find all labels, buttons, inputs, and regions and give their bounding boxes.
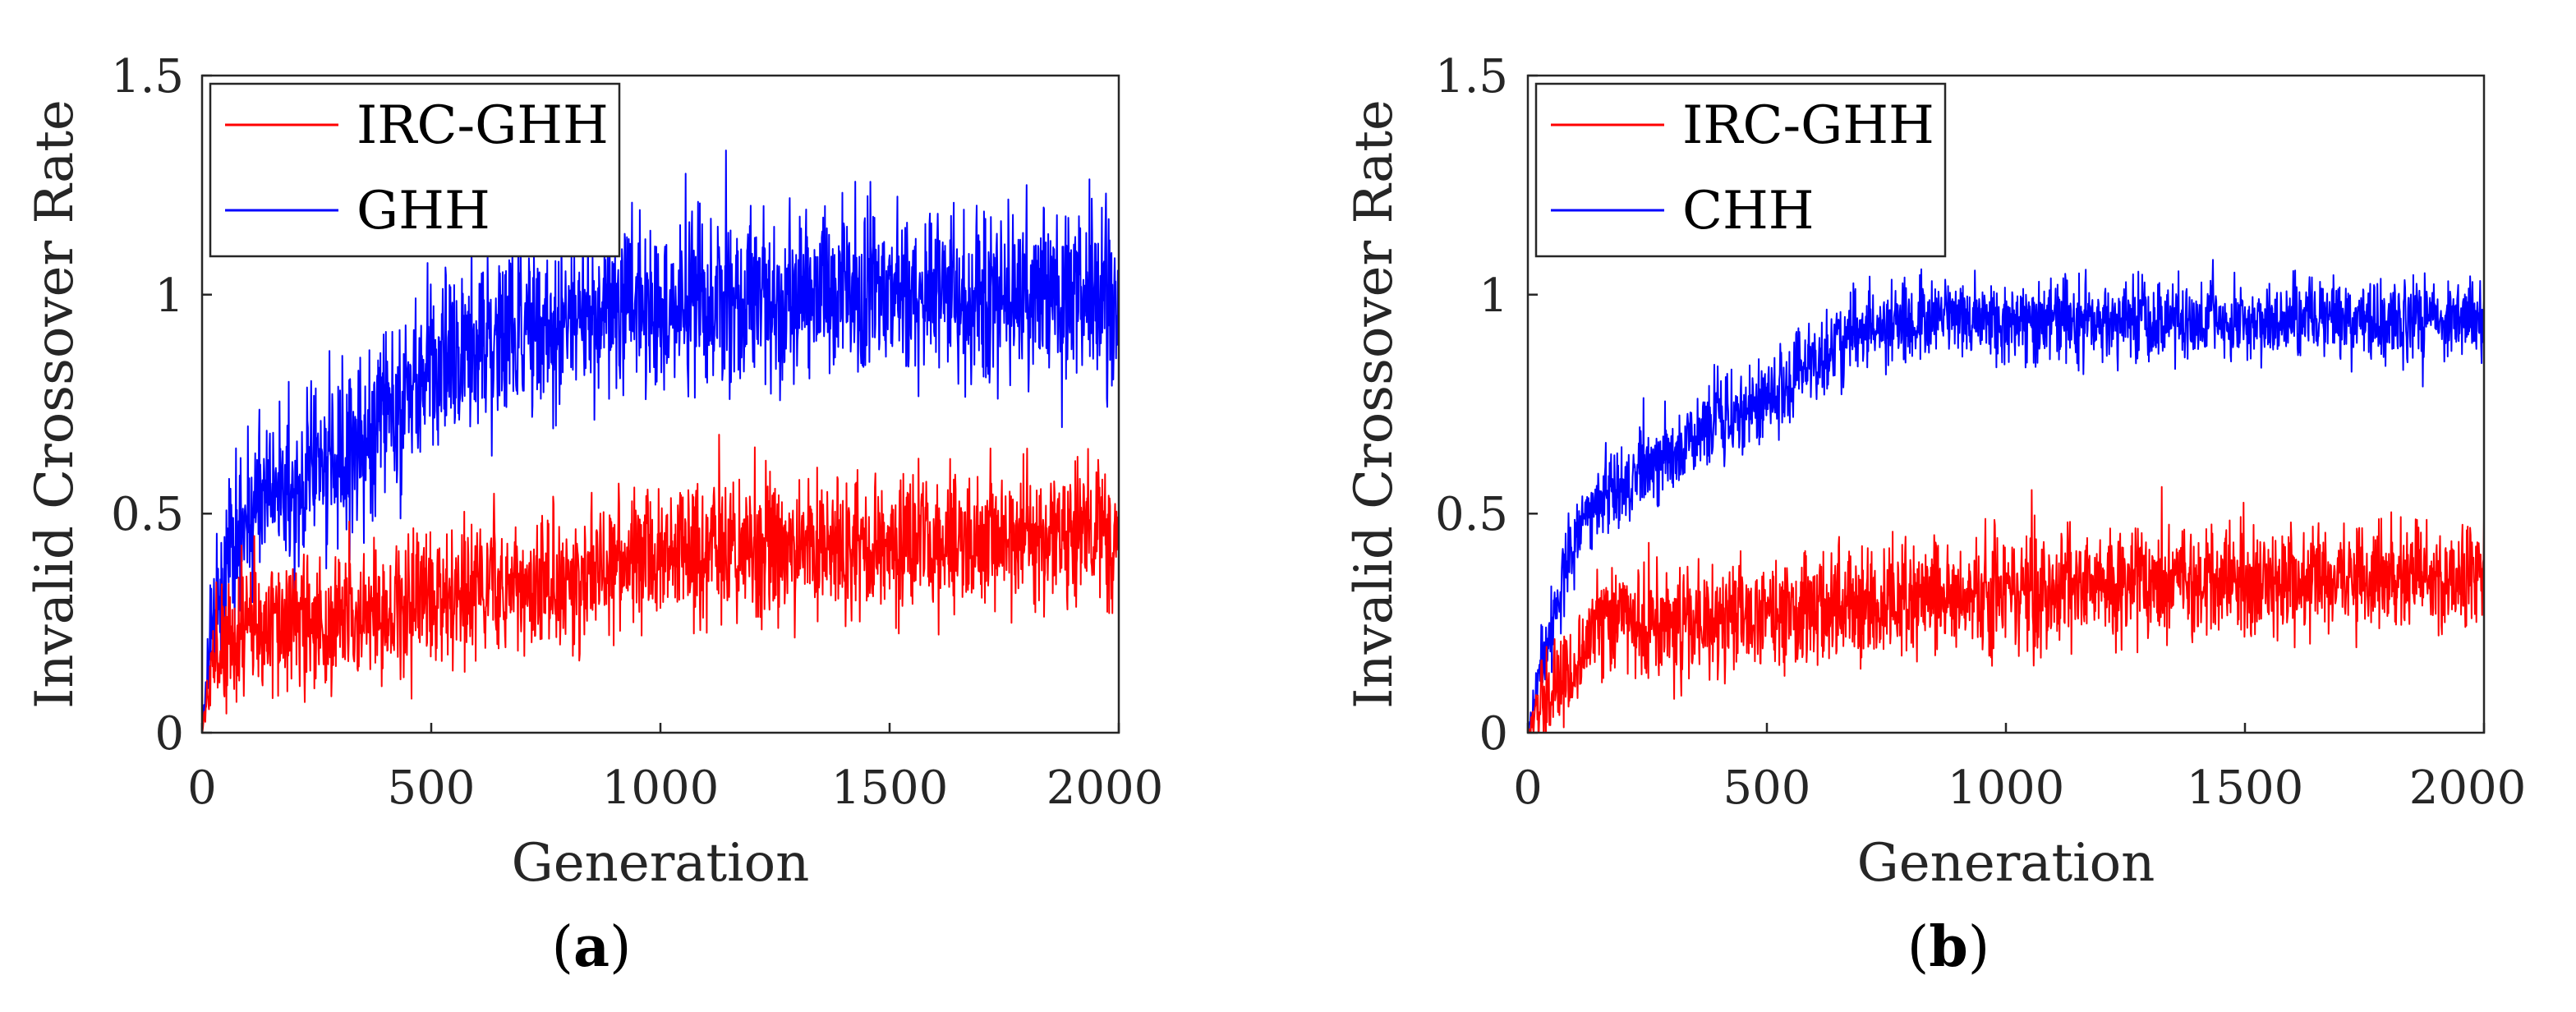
- series-line-irc-ghh-a: [201, 434, 1120, 734]
- x-tick-label: 2000: [2409, 761, 2527, 815]
- x-ticks-b: 0 500 1000 1500 2000: [1513, 723, 2526, 815]
- series-line-irc-ghh-b: [1527, 485, 2485, 734]
- x-tick-label: 1500: [2187, 761, 2304, 815]
- y-tick-label: 1.5: [1435, 50, 1508, 104]
- caption-a: (a): [551, 914, 631, 980]
- legend-label-irc-ghh: IRC-GHH: [1682, 95, 1934, 156]
- legend-label-ghh: GHH: [356, 181, 490, 242]
- legend-a: IRC-GHH GHH: [209, 82, 621, 258]
- y-tick-label: 1: [1479, 269, 1508, 323]
- series-group-b: [1527, 259, 2485, 734]
- chart-panel-b: 0 0.5 1 1.5 0 500 1000 1500 2000 Generat…: [1344, 50, 2526, 980]
- x-tick-label: 1500: [831, 761, 949, 815]
- x-ticks-a: 0 500 1000 1500 2000: [187, 723, 1163, 815]
- series-group-a: [201, 150, 1120, 734]
- y-tick-label: 0.5: [1435, 488, 1508, 541]
- x-tick-label: 500: [1723, 761, 1811, 815]
- y-tick-label: 1.5: [111, 50, 184, 104]
- x-tick-label: 500: [388, 761, 476, 815]
- y-tick-label: 1: [154, 269, 184, 323]
- legend-b: IRC-GHH CHH: [1534, 82, 1947, 258]
- legend-box-b: [1534, 82, 1947, 258]
- y-ticks-b: 0 0.5 1 1.5: [1435, 50, 1538, 761]
- x-axis-label-b: Generation: [1857, 833, 2155, 894]
- y-tick-label: 0: [1479, 707, 1508, 761]
- caption-label-a: (a): [551, 914, 631, 980]
- y-axis-label-a: Invalid Crossover Rate: [25, 99, 85, 709]
- legend-box-a: [209, 82, 621, 258]
- legend-label-irc-ghh: IRC-GHH: [356, 95, 609, 156]
- caption-label-b: (b): [1907, 914, 1990, 980]
- series-line-chh-b: [1527, 259, 2485, 734]
- x-tick-label: 1000: [602, 761, 720, 815]
- y-tick-label: 0: [154, 707, 184, 761]
- x-tick-label: 0: [187, 761, 217, 815]
- legend-label-chh: CHH: [1682, 181, 1815, 242]
- x-tick-label: 0: [1513, 761, 1543, 815]
- y-axis-label-b: Invalid Crossover Rate: [1344, 99, 1405, 709]
- x-tick-label: 1000: [1948, 761, 2065, 815]
- caption-b: (b): [1907, 914, 1990, 980]
- x-axis-label-a: Generation: [512, 833, 810, 894]
- chart-panel-a: 0 0.5 1 1.5 0 500 1000 1500 2000 Generat…: [25, 50, 1163, 980]
- series-line-ghh-a: [201, 150, 1120, 734]
- y-ticks-a: 0 0.5 1 1.5: [111, 50, 212, 761]
- y-tick-label: 0.5: [111, 488, 184, 541]
- x-tick-label: 2000: [1046, 761, 1164, 815]
